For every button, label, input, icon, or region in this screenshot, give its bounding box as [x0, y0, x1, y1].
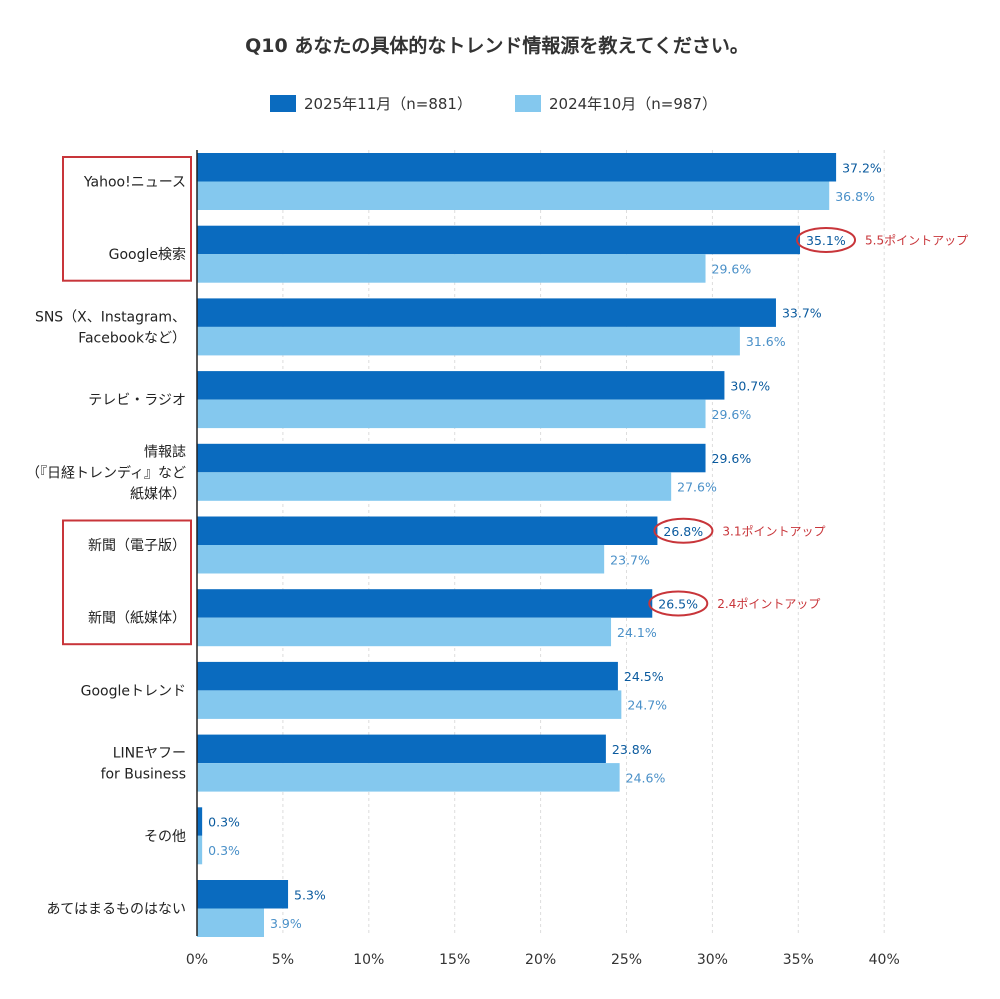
category-label: 情報誌: [144, 444, 186, 460]
category-label: LINEヤフー: [113, 746, 186, 762]
bar-2025: [197, 880, 289, 909]
bar-2024: [197, 326, 740, 356]
category-label: Facebookなど）: [78, 330, 186, 346]
bar-2025: [197, 443, 706, 473]
value-label-2025: 29.6%: [712, 451, 752, 466]
legend: 2025年11月（n=881） 2024年10月（n=987）: [270, 95, 717, 113]
bars: 37.2% 36.8% 35.1% 29.6% 33.7% 31.6% 30.7% 29.6%…: [197, 153, 968, 937]
value-label-2025: 26.8%: [663, 524, 703, 539]
value-label-2025: 0.3%: [208, 815, 240, 830]
bar-2024: [197, 399, 706, 429]
bar-2024: [197, 617, 612, 647]
value-label-2024: 24.7%: [627, 698, 667, 713]
x-tick-label: 20%: [525, 952, 556, 968]
value-label-2024: 29.6%: [712, 407, 752, 422]
value-label-2024: 24.6%: [626, 770, 666, 785]
value-label-2025: 33.7%: [782, 306, 822, 321]
category-label: （『日経トレンディ』など: [26, 464, 186, 481]
x-tick-label: 35%: [783, 952, 814, 968]
x-tick-label: 15%: [439, 952, 470, 968]
chart-title: Q10 あなたの具体的なトレンド情報源を教えてください。: [245, 34, 749, 57]
bar-2024: [197, 763, 620, 792]
x-tick-label: 10%: [353, 952, 384, 968]
bar-2025: [197, 153, 837, 182]
bar-2024: [197, 181, 830, 210]
bar-2024: [197, 835, 203, 865]
x-tick-label: 25%: [611, 952, 642, 968]
annotation-label: 5.5ポイントアップ: [865, 233, 968, 247]
bar-2024: [197, 545, 605, 574]
bar-2024: [197, 908, 265, 937]
bar-2025: [197, 734, 606, 764]
bar-2025: [197, 661, 618, 691]
value-label-2025: 26.5%: [658, 596, 698, 611]
value-label-2025: 37.2%: [842, 160, 882, 175]
annotation-label: 3.1ポイントアップ: [722, 524, 825, 538]
x-tick-label: 40%: [869, 952, 900, 968]
bar-2025: [197, 516, 658, 545]
category-label: テレビ・ラジオ: [88, 393, 186, 409]
bar-2025: [197, 298, 776, 327]
highlight-box: [62, 156, 192, 282]
annotation-ellipse: [648, 590, 709, 617]
value-label-2024: 31.6%: [746, 334, 786, 349]
legend-swatch-2025: [270, 95, 296, 112]
value-label-2025: 23.8%: [612, 742, 652, 757]
x-axis-ticks: 0% 5% 10% 15% 20% 25% 30% 35% 40%: [186, 952, 900, 968]
bar-2024: [197, 254, 706, 283]
bar-2025: [197, 589, 653, 618]
category-label: 新聞（紙媒体）: [88, 611, 186, 627]
bar-2024: [197, 472, 672, 501]
category-label: Googleトレンド: [81, 683, 186, 699]
annotation-label: 2.4ポイントアップ: [717, 597, 820, 611]
bar-2025: [197, 371, 725, 400]
category-label: あてはまるものはない: [47, 902, 186, 918]
category-label: 紙媒体）: [130, 486, 186, 502]
category-label: その他: [144, 829, 186, 845]
bar-2025: [197, 225, 801, 255]
highlight-box: [62, 519, 192, 646]
category-label: SNS（X、Instagram、: [35, 309, 186, 325]
value-label-2025: 35.1%: [806, 233, 846, 248]
legend-label-2025: 2025年11月（n=881）: [304, 95, 472, 113]
category-label: 新聞（電子版）: [88, 538, 186, 554]
annotation-ellipse: [653, 517, 714, 544]
value-label-2024: 27.6%: [677, 480, 717, 495]
value-label-2024: 24.1%: [617, 625, 657, 640]
bar-2025: [197, 807, 203, 836]
category-label: Google検索: [109, 246, 186, 263]
bar-2024: [197, 690, 622, 719]
value-label-2024: 3.9%: [270, 916, 302, 931]
category-label: Yahoo!ニュース: [83, 175, 186, 191]
value-label-2024: 0.3%: [208, 843, 240, 858]
category-label: for Business: [101, 767, 186, 783]
legend-swatch-2024: [515, 95, 541, 112]
x-tick-label: 30%: [697, 952, 728, 968]
value-label-2025: 24.5%: [624, 669, 664, 684]
category-labels: Yahoo!ニュース Google検索 SNS（X、Instagram、 Facebo…: [26, 175, 186, 918]
annotation-ellipse: [796, 226, 857, 253]
value-label-2024: 23.7%: [610, 552, 650, 567]
value-label-2024: 29.6%: [712, 261, 752, 276]
highlight-boxes: [62, 156, 192, 646]
value-label-2024: 36.8%: [835, 189, 875, 204]
value-label-2025: 30.7%: [730, 378, 770, 393]
x-tick-label: 5%: [272, 952, 294, 968]
x-tick-label: 0%: [186, 952, 208, 968]
legend-label-2024: 2024年10月（n=987）: [549, 95, 717, 113]
value-label-2025: 5.3%: [294, 887, 326, 902]
